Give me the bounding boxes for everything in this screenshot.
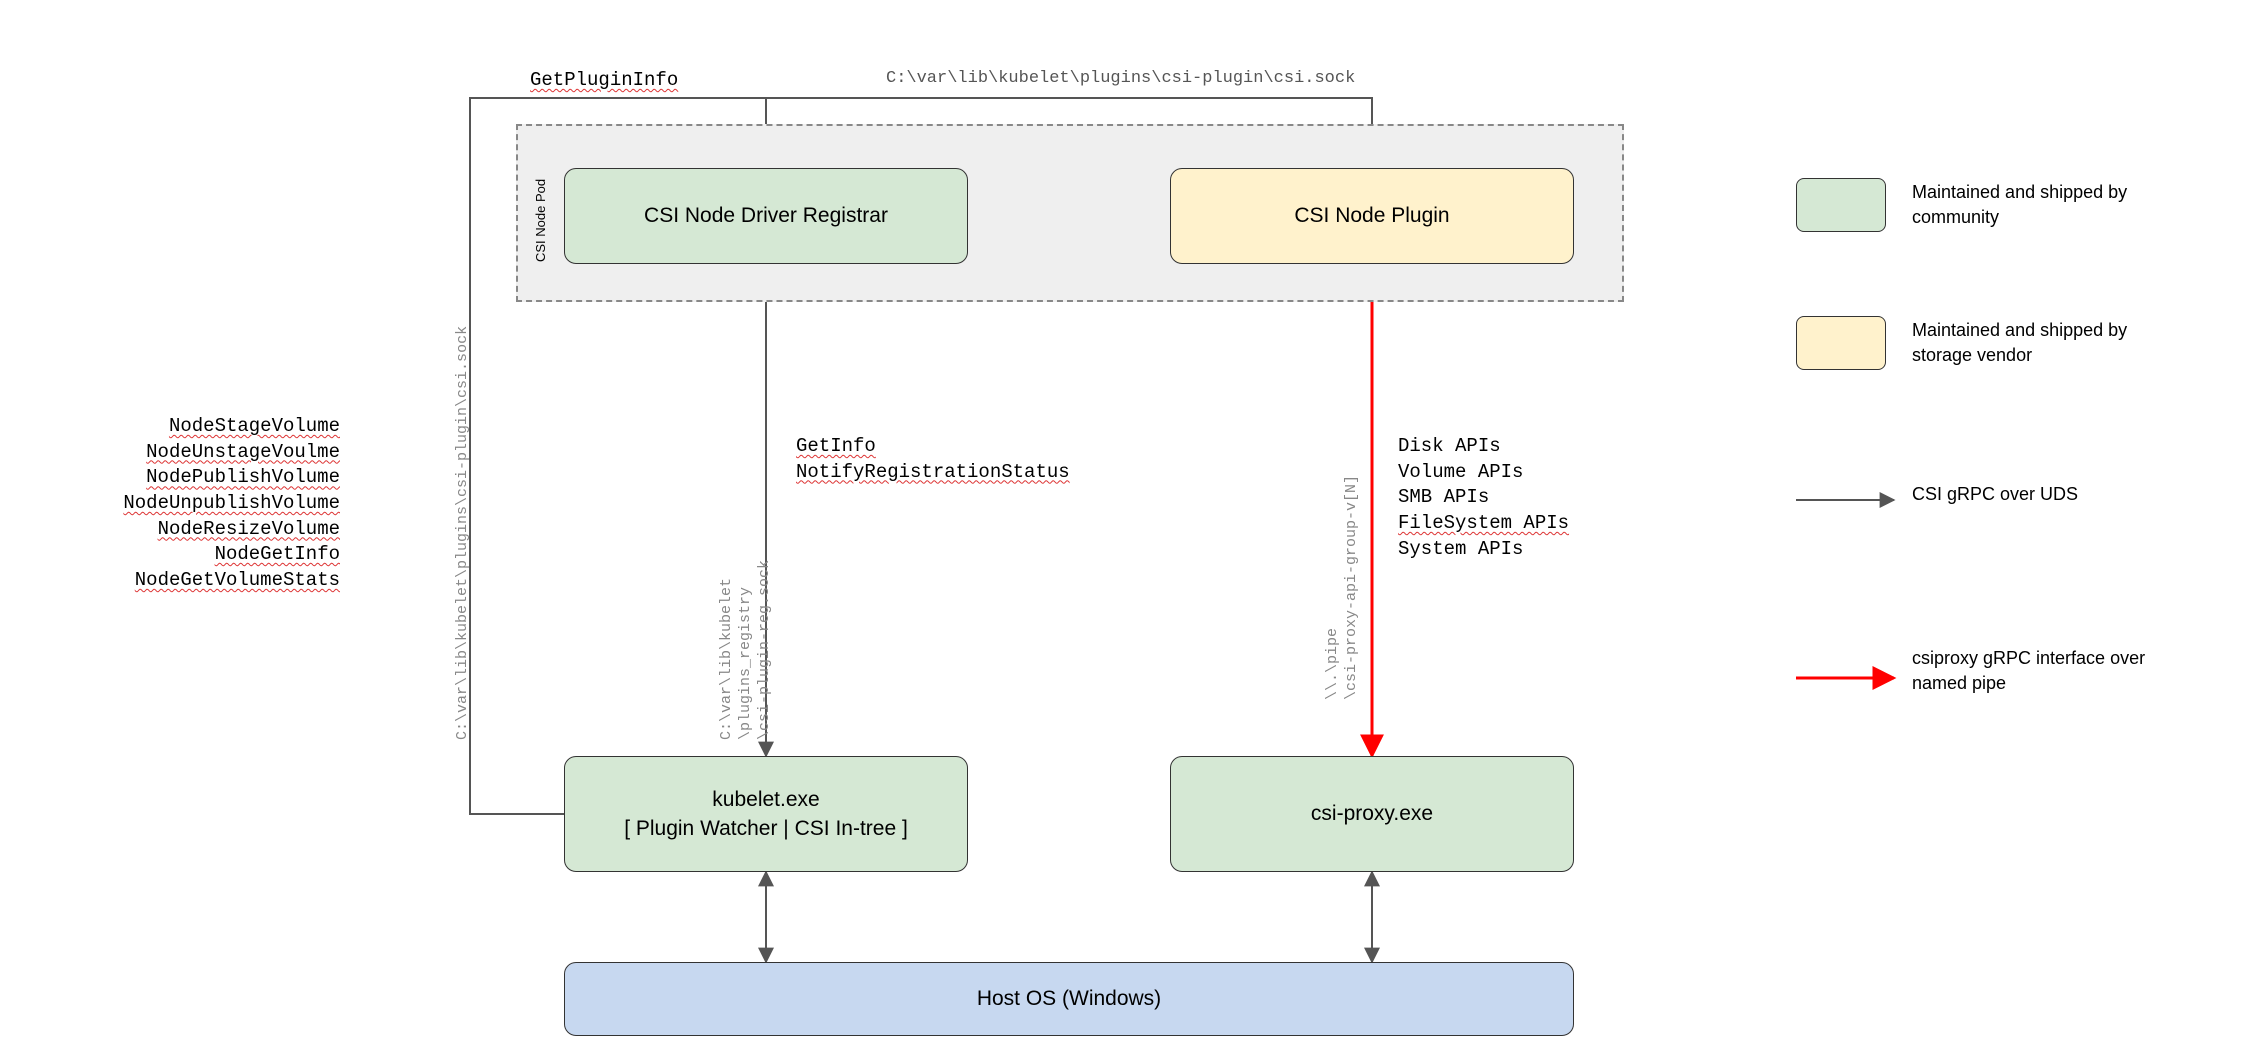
vert-label-registry: C:\var\lib\kubelet \plugins_registry \cs… [718, 560, 774, 740]
node-csi-proxy-label: csi-proxy.exe [1311, 802, 1433, 826]
legend-box-community [1796, 178, 1886, 232]
legend-text-grpc-pipe: csiproxy gRPC interface over named pipe [1912, 646, 2172, 696]
node-host-os-label: Host OS (Windows) [977, 987, 1161, 1011]
legend-text-community: Maintained and shipped by community [1912, 180, 2172, 230]
node-kubelet: kubelet.exe [ Plugin Watcher | CSI In-tr… [564, 756, 968, 872]
legend-text-grpc-uds: CSI gRPC over UDS [1912, 482, 2172, 507]
node-csi-proxy: csi-proxy.exe [1170, 756, 1574, 872]
legend-box-vendor [1796, 316, 1886, 370]
node-kubelet-line2: [ Plugin Watcher | CSI In-tree ] [624, 814, 908, 843]
label-getplugininfo: GetPluginInfo [530, 68, 678, 94]
node-host-os: Host OS (Windows) [564, 962, 1574, 1036]
node-registrar: CSI Node Driver Registrar [564, 168, 968, 264]
vert-label-pipe: \\.\pipe \csi-proxy-api-group-v[N] [1324, 475, 1362, 700]
legend-text-vendor: Maintained and shipped by storage vendor [1912, 318, 2172, 368]
label-getinfo: GetInfo NotifyRegistrationStatus [796, 434, 1070, 485]
label-top-sockpath: C:\var\lib\kubelet\plugins\csi-plugin\cs… [886, 68, 1355, 91]
left-api-list: NodeStageVolume NodeUnstageVoulme NodePu… [60, 414, 340, 593]
csi-node-pod-label: CSI Node Pod [533, 179, 548, 262]
vert-label-left-sock: C:\var\lib\kubelet\plugins\csi-plugin\cs… [454, 326, 473, 740]
node-plugin-label: CSI Node Plugin [1294, 204, 1449, 228]
right-api-list: Disk APIs Volume APIs SMB APIs FileSyste… [1398, 434, 1569, 562]
node-kubelet-line1: kubelet.exe [712, 785, 819, 814]
node-plugin: CSI Node Plugin [1170, 168, 1574, 264]
node-registrar-label: CSI Node Driver Registrar [644, 204, 888, 228]
